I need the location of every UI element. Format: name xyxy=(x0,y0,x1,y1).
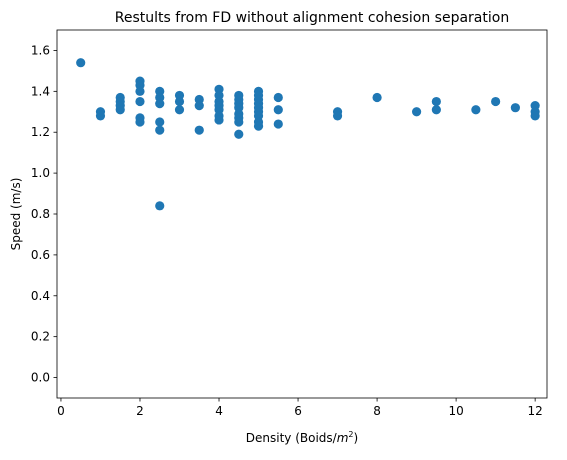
y-tick-label: 0.0 xyxy=(31,371,50,385)
data-point xyxy=(332,111,343,121)
y-axis-label: Speed (m/s) xyxy=(9,178,23,251)
data-point xyxy=(135,96,145,107)
data-point xyxy=(135,117,145,127)
data-point xyxy=(174,96,185,107)
data-point xyxy=(234,129,244,139)
data-point xyxy=(115,105,125,115)
data-point xyxy=(174,105,185,115)
data-point xyxy=(155,201,165,211)
y-axis-ticks: 0.0 0.2 0.4 0.6 0.8 1.0 1.2 1.4 1.6 xyxy=(31,43,57,385)
y-tick-label: 0.6 xyxy=(31,248,50,262)
data-point xyxy=(155,125,165,135)
data-point xyxy=(253,121,264,131)
y-tick-label: 0.2 xyxy=(31,330,50,344)
data-points xyxy=(76,58,540,211)
x-axis-label-main: Density (Boids/ xyxy=(246,431,338,445)
x-axis-label-unit: m xyxy=(337,431,349,445)
x-tick-label: 4 xyxy=(215,404,223,418)
data-point xyxy=(273,92,283,103)
data-point xyxy=(194,125,204,135)
data-point xyxy=(510,103,520,113)
data-point xyxy=(471,105,481,115)
data-point xyxy=(194,101,204,111)
plot-frame xyxy=(56,29,548,399)
y-tick-label: 0.8 xyxy=(31,207,50,221)
data-point xyxy=(234,117,244,127)
data-point xyxy=(155,117,165,127)
x-axis-label-exponent: 2 xyxy=(348,430,353,439)
x-tick-label: 12 xyxy=(528,404,543,418)
y-tick-label: 0.4 xyxy=(31,289,50,303)
x-tick-label: 0 xyxy=(57,404,65,418)
data-point xyxy=(431,105,441,115)
y-tick-label: 1.4 xyxy=(31,84,50,98)
x-axis-label-close: ) xyxy=(354,431,359,445)
y-tick-label: 1.2 xyxy=(31,125,50,139)
data-point xyxy=(372,92,382,103)
data-point xyxy=(273,119,283,129)
data-point xyxy=(155,99,165,109)
data-point xyxy=(76,58,86,68)
x-tick-label: 10 xyxy=(448,404,463,418)
data-point xyxy=(491,96,501,107)
y-tick-label: 1.6 xyxy=(31,43,50,57)
x-tick-label: 6 xyxy=(294,404,302,418)
data-point xyxy=(431,96,441,107)
data-point xyxy=(411,107,422,117)
data-point xyxy=(135,86,145,96)
data-point xyxy=(214,115,224,125)
data-point xyxy=(95,111,106,121)
x-axis-label: Density (Boids/m2) xyxy=(246,430,358,445)
x-tick-label: 2 xyxy=(136,404,144,418)
data-point xyxy=(273,105,283,115)
x-tick-label: 8 xyxy=(373,404,381,418)
chart-title: Restults from FD without alignment cohes… xyxy=(115,10,509,26)
y-tick-label: 1.0 xyxy=(31,166,50,180)
data-point xyxy=(530,111,540,121)
x-axis-ticks: 0 2 4 6 8 10 12 xyxy=(57,398,543,418)
